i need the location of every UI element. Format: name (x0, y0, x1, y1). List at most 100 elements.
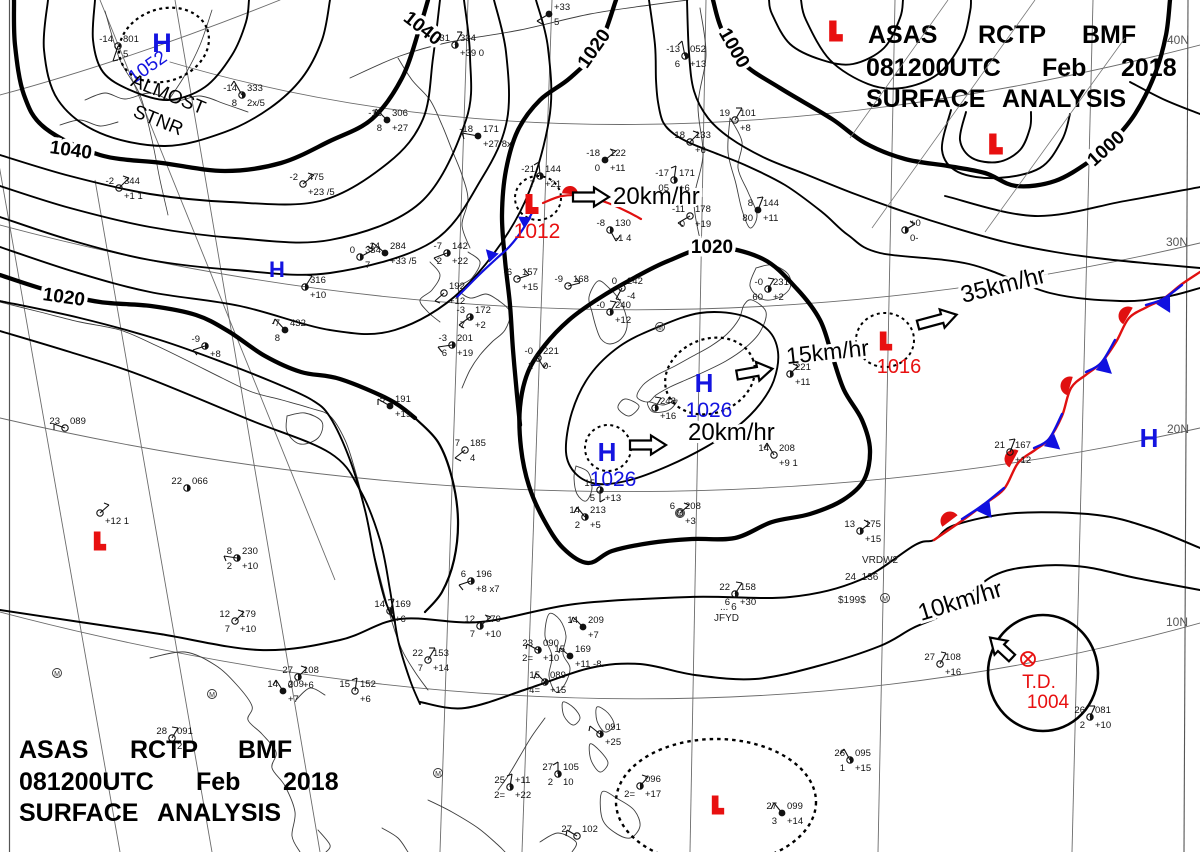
svg-text:+30: +30 (740, 597, 756, 608)
svg-text:-3: -3 (457, 305, 465, 316)
svg-text:130: 130 (615, 218, 631, 229)
svg-text:+15: +15 (522, 282, 538, 293)
svg-text:RCTP: RCTP (130, 736, 198, 764)
svg-text:12: 12 (219, 609, 230, 620)
svg-text:+10: +10 (543, 653, 559, 664)
svg-text:1026: 1026 (686, 399, 733, 422)
svg-text:SURFACE: SURFACE (19, 799, 138, 827)
svg-text:7: 7 (418, 663, 423, 674)
svg-text:091: 091 (605, 722, 621, 733)
svg-text:7: 7 (225, 624, 230, 635)
svg-text:090: 090 (543, 638, 559, 649)
svg-text:-21: -21 (521, 164, 535, 175)
svg-text:142: 142 (452, 241, 468, 252)
svg-text:172: 172 (475, 305, 491, 316)
svg-text:28: 28 (156, 726, 167, 737)
svg-text:0-: 0- (543, 361, 551, 372)
svg-text:60: 60 (752, 292, 763, 303)
svg-text:30N: 30N (1166, 235, 1188, 249)
svg-text:25: 25 (494, 775, 505, 786)
svg-text:+16: +16 (660, 411, 676, 422)
svg-text:8: 8 (227, 546, 232, 557)
svg-text:-14: -14 (223, 83, 237, 94)
svg-text:+23 /5: +23 /5 (308, 187, 335, 198)
svg-text:+17: +17 (645, 789, 661, 800)
svg-text:-6: -6 (504, 267, 512, 278)
svg-text:26: 26 (834, 748, 845, 759)
svg-text:H: H (598, 437, 617, 467)
svg-text:052: 052 (690, 44, 706, 55)
svg-text:23: 23 (522, 638, 533, 649)
svg-text:157: 157 (522, 267, 538, 278)
svg-text:2018: 2018 (1121, 54, 1177, 82)
svg-text:+10: +10 (242, 561, 258, 572)
svg-text:+5: +5 (590, 520, 601, 531)
svg-text:ANALYSIS: ANALYSIS (1002, 85, 1126, 113)
svg-text:+12: +12 (449, 296, 465, 307)
svg-text:M: M (435, 771, 441, 778)
svg-text:105: 105 (563, 762, 579, 773)
svg-text:153: 153 (433, 648, 449, 659)
svg-text:208: 208 (685, 501, 701, 512)
svg-text:230: 230 (242, 546, 258, 557)
svg-text:H: H (695, 368, 714, 398)
svg-text:2: 2 (575, 520, 580, 531)
svg-text:1: 1 (840, 763, 845, 774)
svg-text:0: 0 (680, 219, 685, 230)
svg-text:+8: +8 (740, 123, 751, 134)
svg-text:40N: 40N (1167, 33, 1189, 47)
svg-text:23: 23 (49, 416, 60, 427)
svg-text:091: 091 (177, 726, 193, 737)
svg-text:-4: -4 (627, 291, 635, 302)
svg-text:15: 15 (529, 670, 540, 681)
svg-text:21: 21 (994, 440, 1005, 451)
svg-text:M: M (882, 596, 888, 603)
svg-text:6: 6 (675, 59, 680, 70)
svg-text:1016: 1016 (877, 356, 922, 378)
svg-text:80: 80 (742, 213, 753, 224)
svg-text:221: 221 (795, 362, 811, 373)
svg-text:-2: -2 (106, 176, 114, 187)
svg-text:14: 14 (569, 505, 580, 516)
svg-text:101: 101 (740, 108, 756, 119)
svg-text:242: 242 (627, 276, 643, 287)
svg-text:M: M (54, 671, 60, 678)
svg-text:-0: -0 (597, 300, 605, 311)
svg-text:19: 19 (719, 108, 730, 119)
svg-text:179: 179 (240, 609, 256, 620)
svg-text:ASAS: ASAS (868, 21, 937, 49)
svg-text:+6: +6 (395, 614, 406, 625)
svg-text:+10: +10 (240, 624, 256, 635)
svg-text:3: 3 (772, 816, 777, 827)
svg-text:RCTP: RCTP (978, 21, 1046, 49)
svg-text:+33 /5: +33 /5 (390, 256, 417, 267)
svg-text:066: 066 (192, 476, 208, 487)
svg-text:432: 432 (290, 318, 306, 329)
svg-text:H: H (269, 257, 285, 282)
svg-text:$199$: $199$ (838, 595, 866, 606)
svg-text:209: 209 (288, 679, 304, 690)
svg-text:5: 5 (380, 394, 385, 405)
svg-text:201: 201 (457, 333, 473, 344)
svg-text:0: 0 (288, 680, 293, 691)
svg-text:22: 22 (171, 476, 182, 487)
svg-text:089: 089 (550, 670, 566, 681)
svg-text:2: 2 (177, 741, 182, 752)
svg-text:334: 334 (365, 245, 381, 256)
svg-text:15: 15 (554, 644, 565, 655)
svg-text:+19: +19 (395, 409, 411, 420)
svg-text:221: 221 (543, 346, 559, 357)
svg-text:7: 7 (455, 438, 460, 449)
svg-text:2: 2 (227, 561, 232, 572)
svg-text:+22: +22 (452, 256, 468, 267)
svg-text:240: 240 (615, 300, 631, 311)
svg-text:+19: +19 (457, 348, 473, 359)
svg-text:333: 333 (247, 83, 263, 94)
svg-text:-8: -8 (597, 218, 605, 229)
svg-text:T.D.: T.D. (1022, 672, 1056, 693)
svg-text:SURFACE: SURFACE (866, 85, 985, 113)
svg-text:191: 191 (395, 394, 411, 405)
svg-text:2x/5: 2x/5 (247, 98, 265, 109)
svg-text:+9 1: +9 1 (779, 458, 798, 469)
svg-text:5: 5 (590, 493, 595, 504)
